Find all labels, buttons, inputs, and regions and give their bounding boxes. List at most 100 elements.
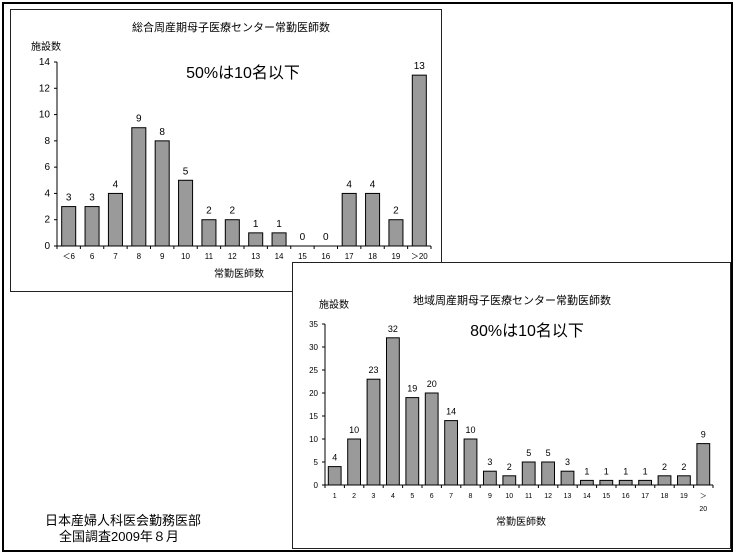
data-label: 13 [414, 61, 426, 72]
x-tick-label: 1 [333, 493, 337, 500]
data-label: 19 [407, 384, 417, 394]
x-tick-label: 6 [430, 493, 434, 500]
data-label: 2 [662, 462, 667, 472]
data-label: 4 [332, 453, 337, 463]
x-tick-label: 8 [469, 493, 473, 500]
chart-panel-regional-center: 地域周産期母子医療センター常勤医師数 施設数 80%は10名以下 0 5 10 15 20 25… [292, 262, 731, 549]
data-label: 23 [368, 365, 378, 375]
data-label: 32 [388, 324, 398, 334]
bar [560, 470, 575, 486]
x-tick-label: 18 [661, 493, 669, 500]
x-tick-label: 12 [544, 493, 552, 500]
y-axis-label: 施設数 [319, 298, 349, 311]
bar [424, 392, 439, 486]
x-tick-label: ＞20 [411, 252, 428, 261]
source-line-1: 日本産婦人科医会勤務医部 [45, 513, 202, 528]
x-tick-label: 13 [251, 252, 260, 261]
x-tick-label: 20 [699, 506, 707, 513]
bar [366, 378, 381, 486]
x-tick-label: 14 [275, 252, 284, 261]
y-tick-label: 10 [39, 110, 51, 121]
bar [107, 192, 123, 247]
bar-chart-regional-center: 地域周産期母子医療センター常勤医師数施設数80%は10名以下0510152025… [309, 293, 714, 528]
x-tick-label: 8 [137, 252, 142, 261]
data-label: 4 [370, 179, 376, 190]
chart-title: 総合周産期母子医療センター常勤医師数 [132, 20, 330, 34]
x-tick-label: 16 [622, 493, 630, 500]
data-label: 14 [446, 407, 456, 417]
y-tick-label: 25 [309, 366, 318, 375]
bar [638, 479, 653, 486]
data-label: 0 [323, 232, 329, 243]
y-tick-label: 8 [44, 136, 50, 147]
x-tick-label: ＜6 [62, 252, 75, 261]
x-tick-label: 9 [488, 493, 492, 500]
data-label: 8 [159, 127, 165, 138]
data-label: 2 [393, 206, 399, 217]
bar [154, 140, 170, 247]
bar [271, 232, 287, 247]
bar [676, 475, 691, 486]
x-tick-label: 11 [525, 493, 532, 500]
source-line-2: 全国調査2009年８月 [59, 529, 179, 544]
bar [541, 461, 556, 486]
bar [482, 470, 497, 486]
data-label: 2 [230, 206, 236, 217]
y-tick-label: 0 [44, 241, 50, 252]
bar [657, 475, 672, 486]
x-tick-label: 19 [391, 252, 400, 261]
x-tick-label: 7 [113, 252, 118, 261]
data-label: 10 [465, 425, 475, 435]
data-label: 1 [276, 219, 282, 230]
bar [579, 479, 594, 486]
x-tick-label: 10 [505, 493, 513, 500]
x-tick-label: 12 [228, 252, 237, 261]
data-label: 20 [427, 379, 437, 389]
bar [502, 475, 517, 486]
data-label: 5 [183, 166, 189, 177]
x-tick-label: 15 [298, 252, 307, 261]
x-tick-label: 11 [205, 252, 214, 261]
bar-chart-general-center: 総合周産期母子医療センター常勤医師数施設数50%は10名以下0246810121… [31, 20, 432, 280]
bar [521, 461, 536, 486]
bar [411, 74, 427, 247]
x-tick-label: 10 [181, 252, 190, 261]
y-tick-label: 20 [309, 389, 318, 398]
source-note: 日本産婦人科医会勤務医部 全国調査2009年８月 [45, 513, 201, 545]
data-label: 2 [507, 462, 512, 472]
data-label: 0 [300, 232, 306, 243]
y-axis-label: 施設数 [31, 40, 61, 53]
y-tick-label: 35 [309, 320, 318, 329]
bar [327, 466, 342, 486]
bar [463, 438, 478, 486]
x-tick-label: 14 [583, 493, 591, 500]
data-label: 4 [346, 179, 352, 190]
chart-panel-general-center: 総合周産期母子医療センター常勤医師数 施設数 50%は10名以下 0 2 4 6 8 10 12 1… [10, 9, 442, 292]
data-label: 3 [565, 457, 570, 467]
bar [224, 219, 240, 247]
bar [347, 438, 362, 486]
bar [341, 192, 357, 247]
bar [201, 219, 217, 247]
x-tick-label: 7 [449, 493, 453, 500]
bar [385, 337, 400, 486]
data-label: 9 [701, 430, 706, 440]
x-tick-label: 18 [368, 252, 377, 261]
bar [131, 127, 147, 247]
y-tick-label: 5 [314, 458, 319, 467]
bar [365, 192, 381, 247]
data-label: 2 [206, 206, 212, 217]
bar [248, 232, 264, 247]
x-tick-label: 15 [602, 493, 610, 500]
y-tick-label: 30 [309, 343, 318, 352]
x-tick-label: 6 [90, 252, 95, 261]
chart-title: 地域周産期母子医療センター常勤医師数 [413, 293, 611, 307]
y-tick-label: 15 [309, 412, 318, 421]
x-tick-label: 17 [641, 493, 649, 500]
data-label: 2 [681, 462, 686, 472]
x-axis-label: 常勤医師数 [496, 515, 546, 528]
data-label: 1 [253, 219, 259, 230]
x-tick-label: 4 [391, 493, 395, 500]
y-tick-label: 0 [314, 481, 319, 490]
y-tick-label: 10 [309, 435, 318, 444]
